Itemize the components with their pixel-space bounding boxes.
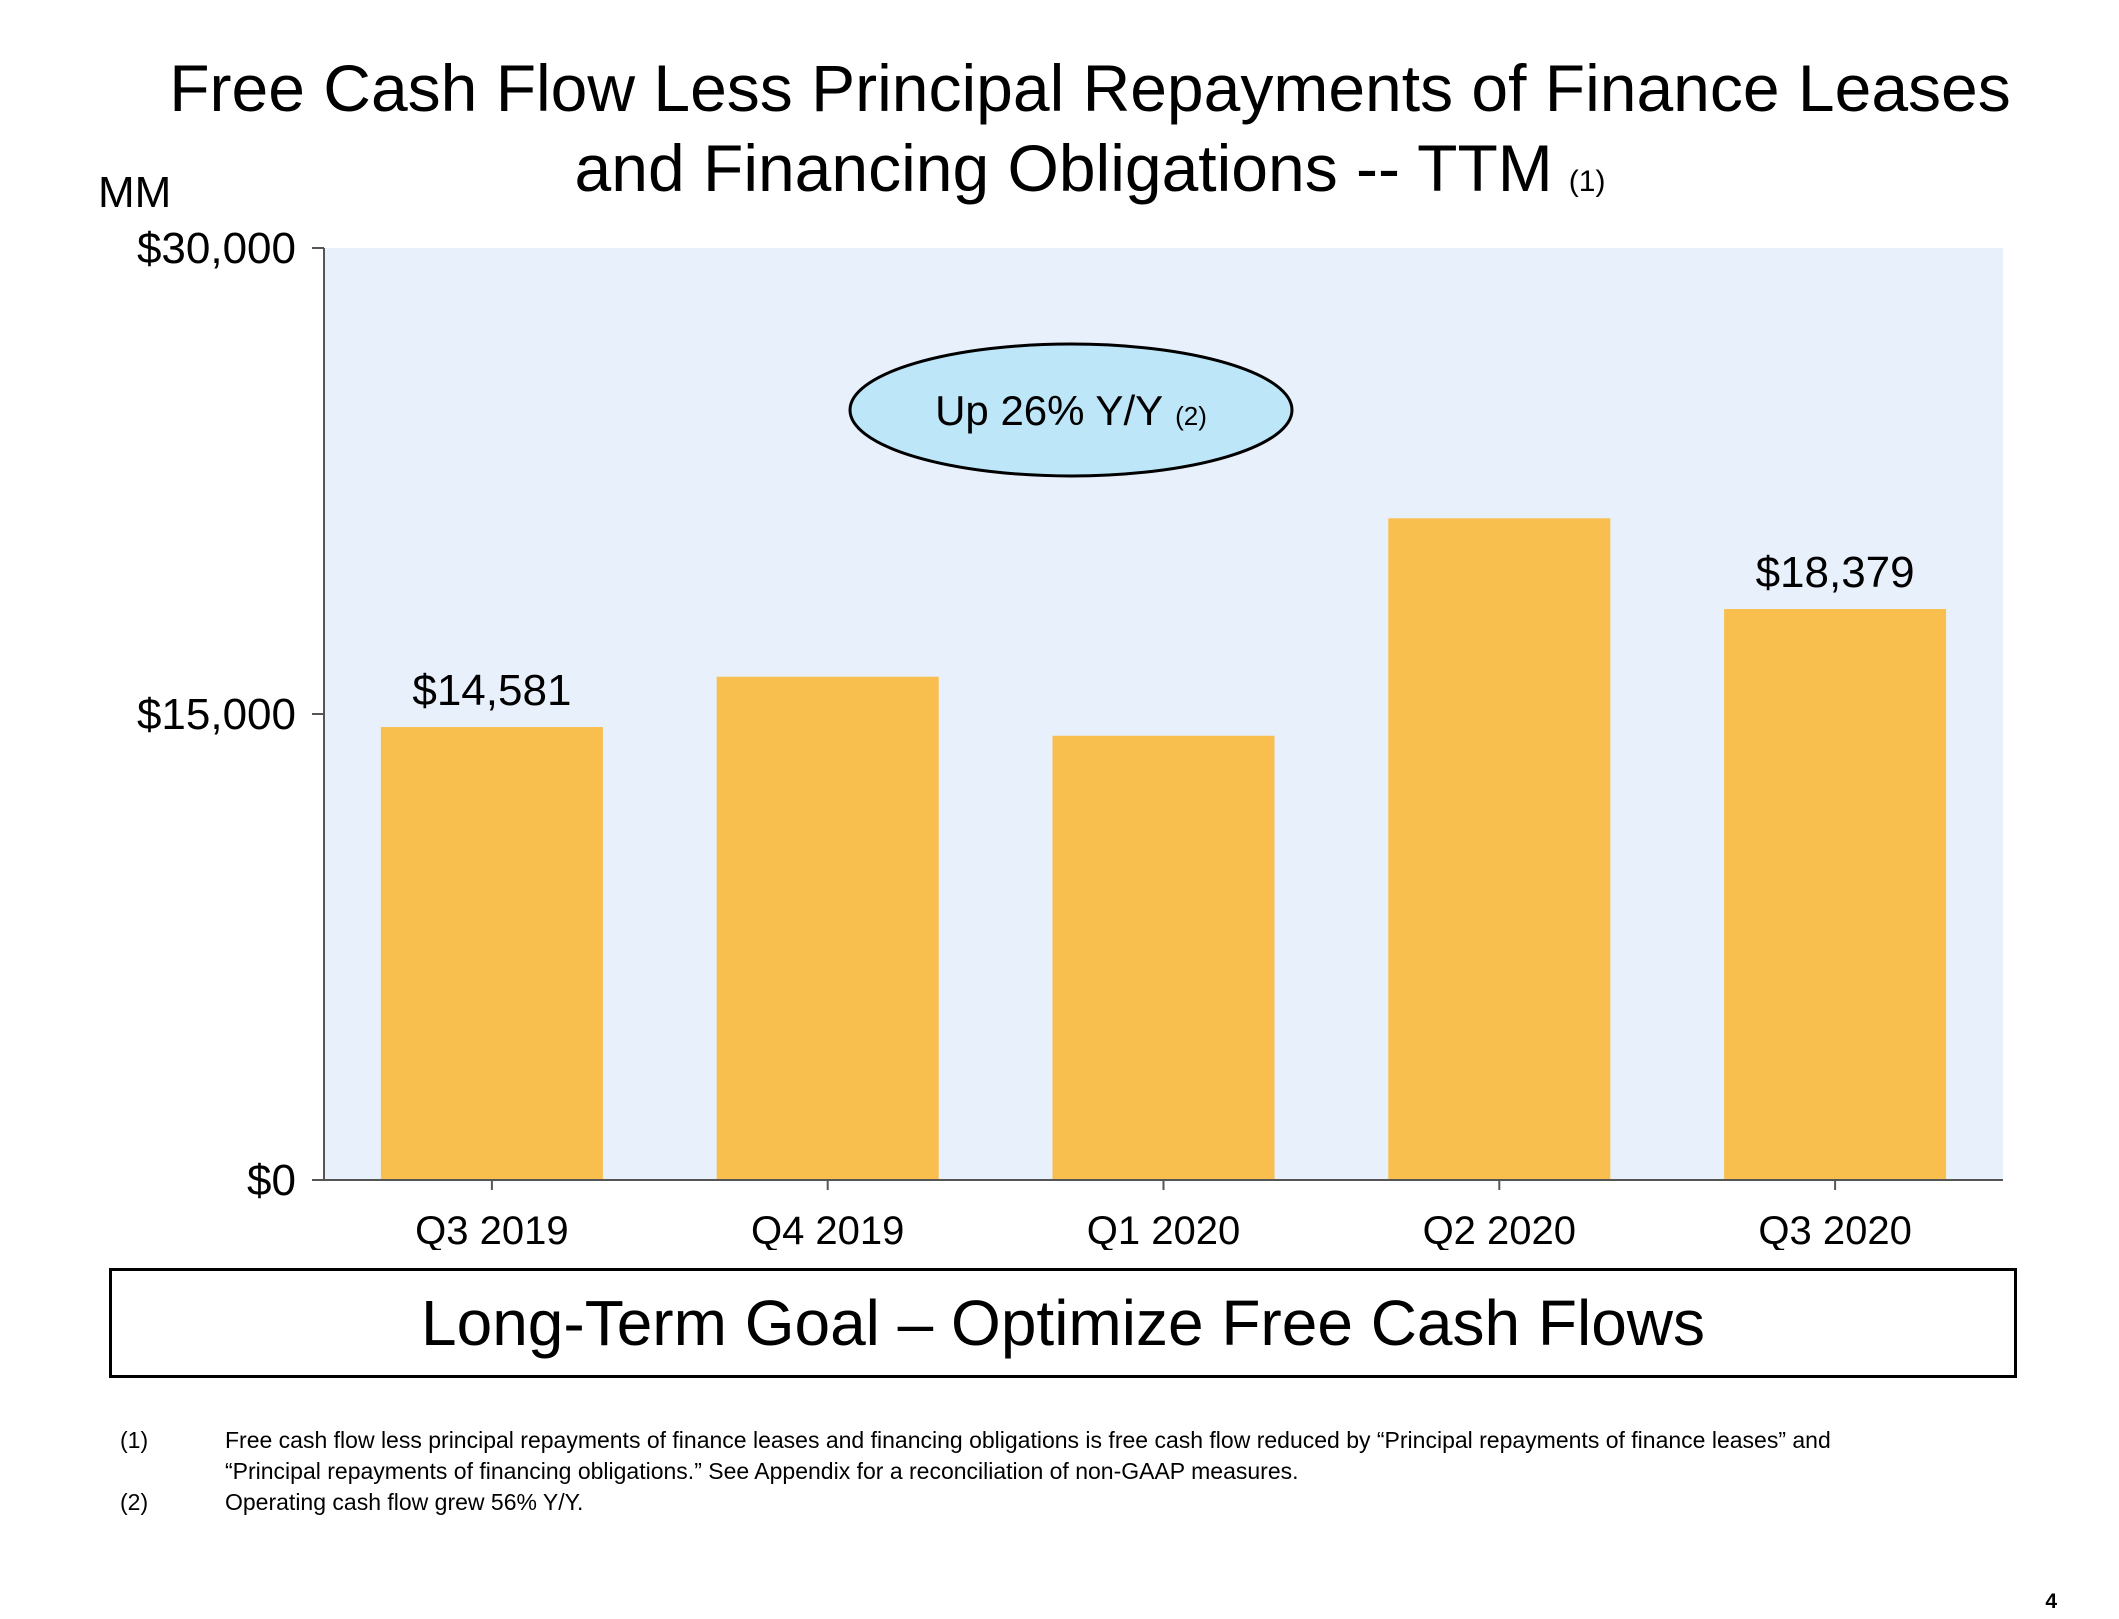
bar-q3-2019 — [380, 727, 603, 1180]
title-footnote-ref: (1) — [1568, 165, 1606, 198]
x-tick-label-q2-2020: Q2 2020 — [1423, 1209, 1576, 1250]
footnote-2-number: (2) — [120, 1489, 149, 1515]
callout-footnote-ref: (2) — [1175, 401, 1207, 431]
footnote-1: (1) Free cash flow less principal repaym… — [120, 1425, 1880, 1487]
bar-q3-2020 — [1724, 609, 1947, 1180]
x-tick-label-q3-2020: Q3 2020 — [1758, 1209, 1911, 1250]
page-number: 4 — [2045, 1590, 2057, 1613]
bar-q2-2020 — [1388, 518, 1611, 1180]
y-axis-unit-label: MM — [98, 168, 172, 217]
data-label-q3-2019: $14,581 — [412, 666, 571, 715]
footnote-2-text: Operating cash flow grew 56% Y/Y. — [225, 1489, 584, 1515]
x-tick-label-q1-2020: Q1 2020 — [1087, 1209, 1240, 1250]
chart-title: Free Cash Flow Less Principal Repayments… — [100, 48, 2080, 222]
bar-q1-2020 — [1052, 735, 1275, 1180]
callout-ellipse — [848, 342, 1294, 478]
goal-text: Long-Term Goal – Optimize Free Cash Flow… — [421, 1287, 1705, 1359]
callout-text: Up 26% Y/Y (2) — [935, 387, 1207, 434]
chart-title-line-2: and Financing Obligations -- TTM (1) — [100, 128, 2080, 222]
y-tick-label: $30,000 — [137, 224, 296, 273]
chart-title-line-1: Free Cash Flow Less Principal Repayments… — [169, 51, 2011, 125]
footnote-2: (2) Operating cash flow grew 56% Y/Y. — [120, 1487, 1880, 1518]
data-label-q3-2020: $18,379 — [1756, 548, 1915, 597]
y-tick-label: $15,000 — [137, 690, 296, 739]
footnote-1-text: Free cash flow less principal repayments… — [225, 1427, 1831, 1484]
x-tick-label-q4-2019: Q4 2019 — [751, 1209, 904, 1250]
y-tick-label: $0 — [247, 1156, 296, 1205]
callout-main-text: Up 26% Y/Y — [935, 387, 1163, 434]
bar-chart: $14,581 Q3 2019 Q4 2019 Q1 2020 Q2 2020 $18,3… — [137, 224, 2003, 1250]
footnotes: (1) Free cash flow less principal repaym… — [120, 1425, 1880, 1518]
footnote-1-number: (1) — [120, 1427, 149, 1453]
chart-title-line-2-text: and Financing Obligations -- TTM — [574, 131, 1553, 205]
goal-banner: Long-Term Goal – Optimize Free Cash Flow… — [109, 1268, 2017, 1378]
x-tick-label-q3-2019: Q3 2019 — [415, 1209, 568, 1250]
bar-q4-2019 — [716, 676, 939, 1180]
